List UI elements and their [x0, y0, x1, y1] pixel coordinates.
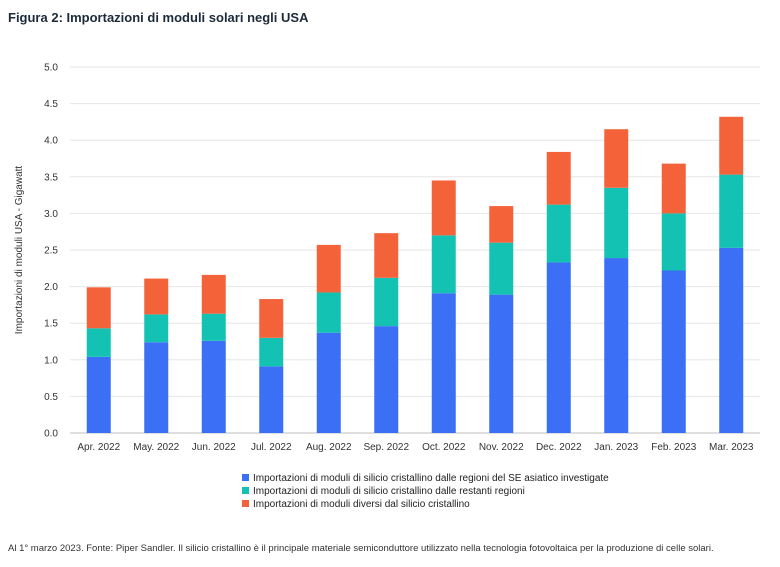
- legend-label: Importazioni di moduli diversi dal silic…: [253, 499, 470, 510]
- y-tick-label: 5.0: [44, 63, 58, 74]
- legend-swatch: [242, 474, 249, 481]
- bar-segment-3: [431, 180, 456, 236]
- y-tick-label: 4.0: [44, 136, 58, 147]
- y-tick-label: 1.0: [44, 355, 58, 366]
- bar-segment-2: [661, 213, 686, 271]
- x-tick-label: Feb. 2023: [651, 442, 696, 453]
- x-axis-ticks: Apr. 2022 May. 2022 Jun. 2022 Jul. 2022 Aug.…: [77, 442, 754, 453]
- bar-segment-3: [604, 129, 629, 188]
- y-tick-label: 0.5: [44, 392, 58, 403]
- x-tick-label: Dec. 2022: [536, 442, 582, 453]
- x-tick-label: Aug. 2022: [306, 442, 352, 453]
- x-tick-label: Nov. 2022: [479, 442, 524, 453]
- bar-segment-3: [144, 278, 169, 315]
- y-tick-label: 3.0: [44, 209, 58, 220]
- bar-segment-2: [489, 242, 514, 295]
- bar-segment-2: [201, 313, 226, 341]
- bar-segment-2: [259, 337, 284, 367]
- x-tick-label: Mar. 2023: [709, 442, 754, 453]
- bar-segment-2: [374, 277, 399, 327]
- y-tick-label: 0.0: [44, 429, 58, 440]
- bar-segment-2: [546, 204, 571, 263]
- bar-segment-3: [719, 116, 744, 175]
- y-tick-label: 4.5: [44, 99, 58, 110]
- bar-segment-3: [661, 163, 686, 214]
- x-tick-label: Sep. 2022: [363, 442, 409, 453]
- x-tick-label: May. 2022: [133, 442, 179, 453]
- y-axis-ticks: 0.0 0.5 1.0 1.5 2.0 2.5 3.0 3.5 4.0 4.5 5.0: [44, 63, 58, 440]
- x-tick-label: Jan. 2023: [594, 442, 638, 453]
- bar-segment-2: [431, 235, 456, 294]
- legend-label: Importazioni di moduli di silicio crista…: [253, 486, 525, 497]
- bar-segment-1: [719, 247, 744, 433]
- bar-segment-2: [604, 187, 629, 259]
- bar-segment-2: [316, 292, 341, 333]
- bar-segment-1: [316, 332, 341, 433]
- legend-swatch: [242, 487, 249, 494]
- bar-segment-1: [604, 258, 629, 433]
- bar-segment-1: [431, 293, 456, 433]
- x-tick-label: Oct. 2022: [422, 442, 466, 453]
- legend: Importazioni di moduli di silicio crista…: [242, 473, 609, 510]
- y-tick-label: 2.0: [44, 282, 58, 293]
- x-tick-label: Apr. 2022: [77, 442, 120, 453]
- bar-segment-1: [86, 356, 111, 433]
- bar-segment-1: [259, 366, 284, 433]
- bar-segment-1: [201, 340, 226, 433]
- legend-label: Importazioni di moduli di silicio crista…: [253, 473, 609, 484]
- bar-segment-1: [374, 326, 399, 433]
- y-tick-label: 2.5: [44, 246, 58, 257]
- bar-segment-3: [374, 233, 399, 278]
- bar-segment-1: [661, 270, 686, 433]
- bar-segment-2: [144, 314, 169, 343]
- bar-segment-2: [719, 174, 744, 248]
- bars: [86, 116, 744, 433]
- bar-segment-3: [259, 299, 284, 338]
- figure-title: Figura 2: Importazioni di moduli solari …: [8, 10, 309, 25]
- bar-segment-3: [489, 206, 514, 243]
- legend-swatch: [242, 500, 249, 507]
- bar-segment-3: [86, 287, 111, 329]
- bar-segment-3: [546, 151, 571, 205]
- y-tick-label: 1.5: [44, 319, 58, 330]
- y-axis-label: Importazioni di moduli USA - Gigawatt: [14, 166, 25, 335]
- bar-segment-1: [489, 294, 514, 433]
- grid-lines: [70, 66, 760, 434]
- bar-segment-1: [144, 342, 169, 433]
- bar-segment-3: [316, 244, 341, 293]
- bar-segment-2: [86, 328, 111, 357]
- bar-segment-1: [546, 262, 571, 433]
- y-tick-label: 3.5: [44, 172, 58, 183]
- bar-segment-3: [201, 274, 226, 314]
- x-tick-label: Jun. 2022: [192, 442, 236, 453]
- footnote: Al 1° marzo 2023. Fonte: Piper Sandler. …: [8, 543, 714, 554]
- x-tick-label: Jul. 2022: [251, 442, 292, 453]
